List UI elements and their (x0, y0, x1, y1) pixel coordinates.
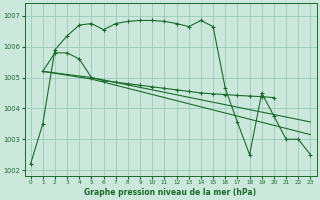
X-axis label: Graphe pression niveau de la mer (hPa): Graphe pression niveau de la mer (hPa) (84, 188, 257, 197)
